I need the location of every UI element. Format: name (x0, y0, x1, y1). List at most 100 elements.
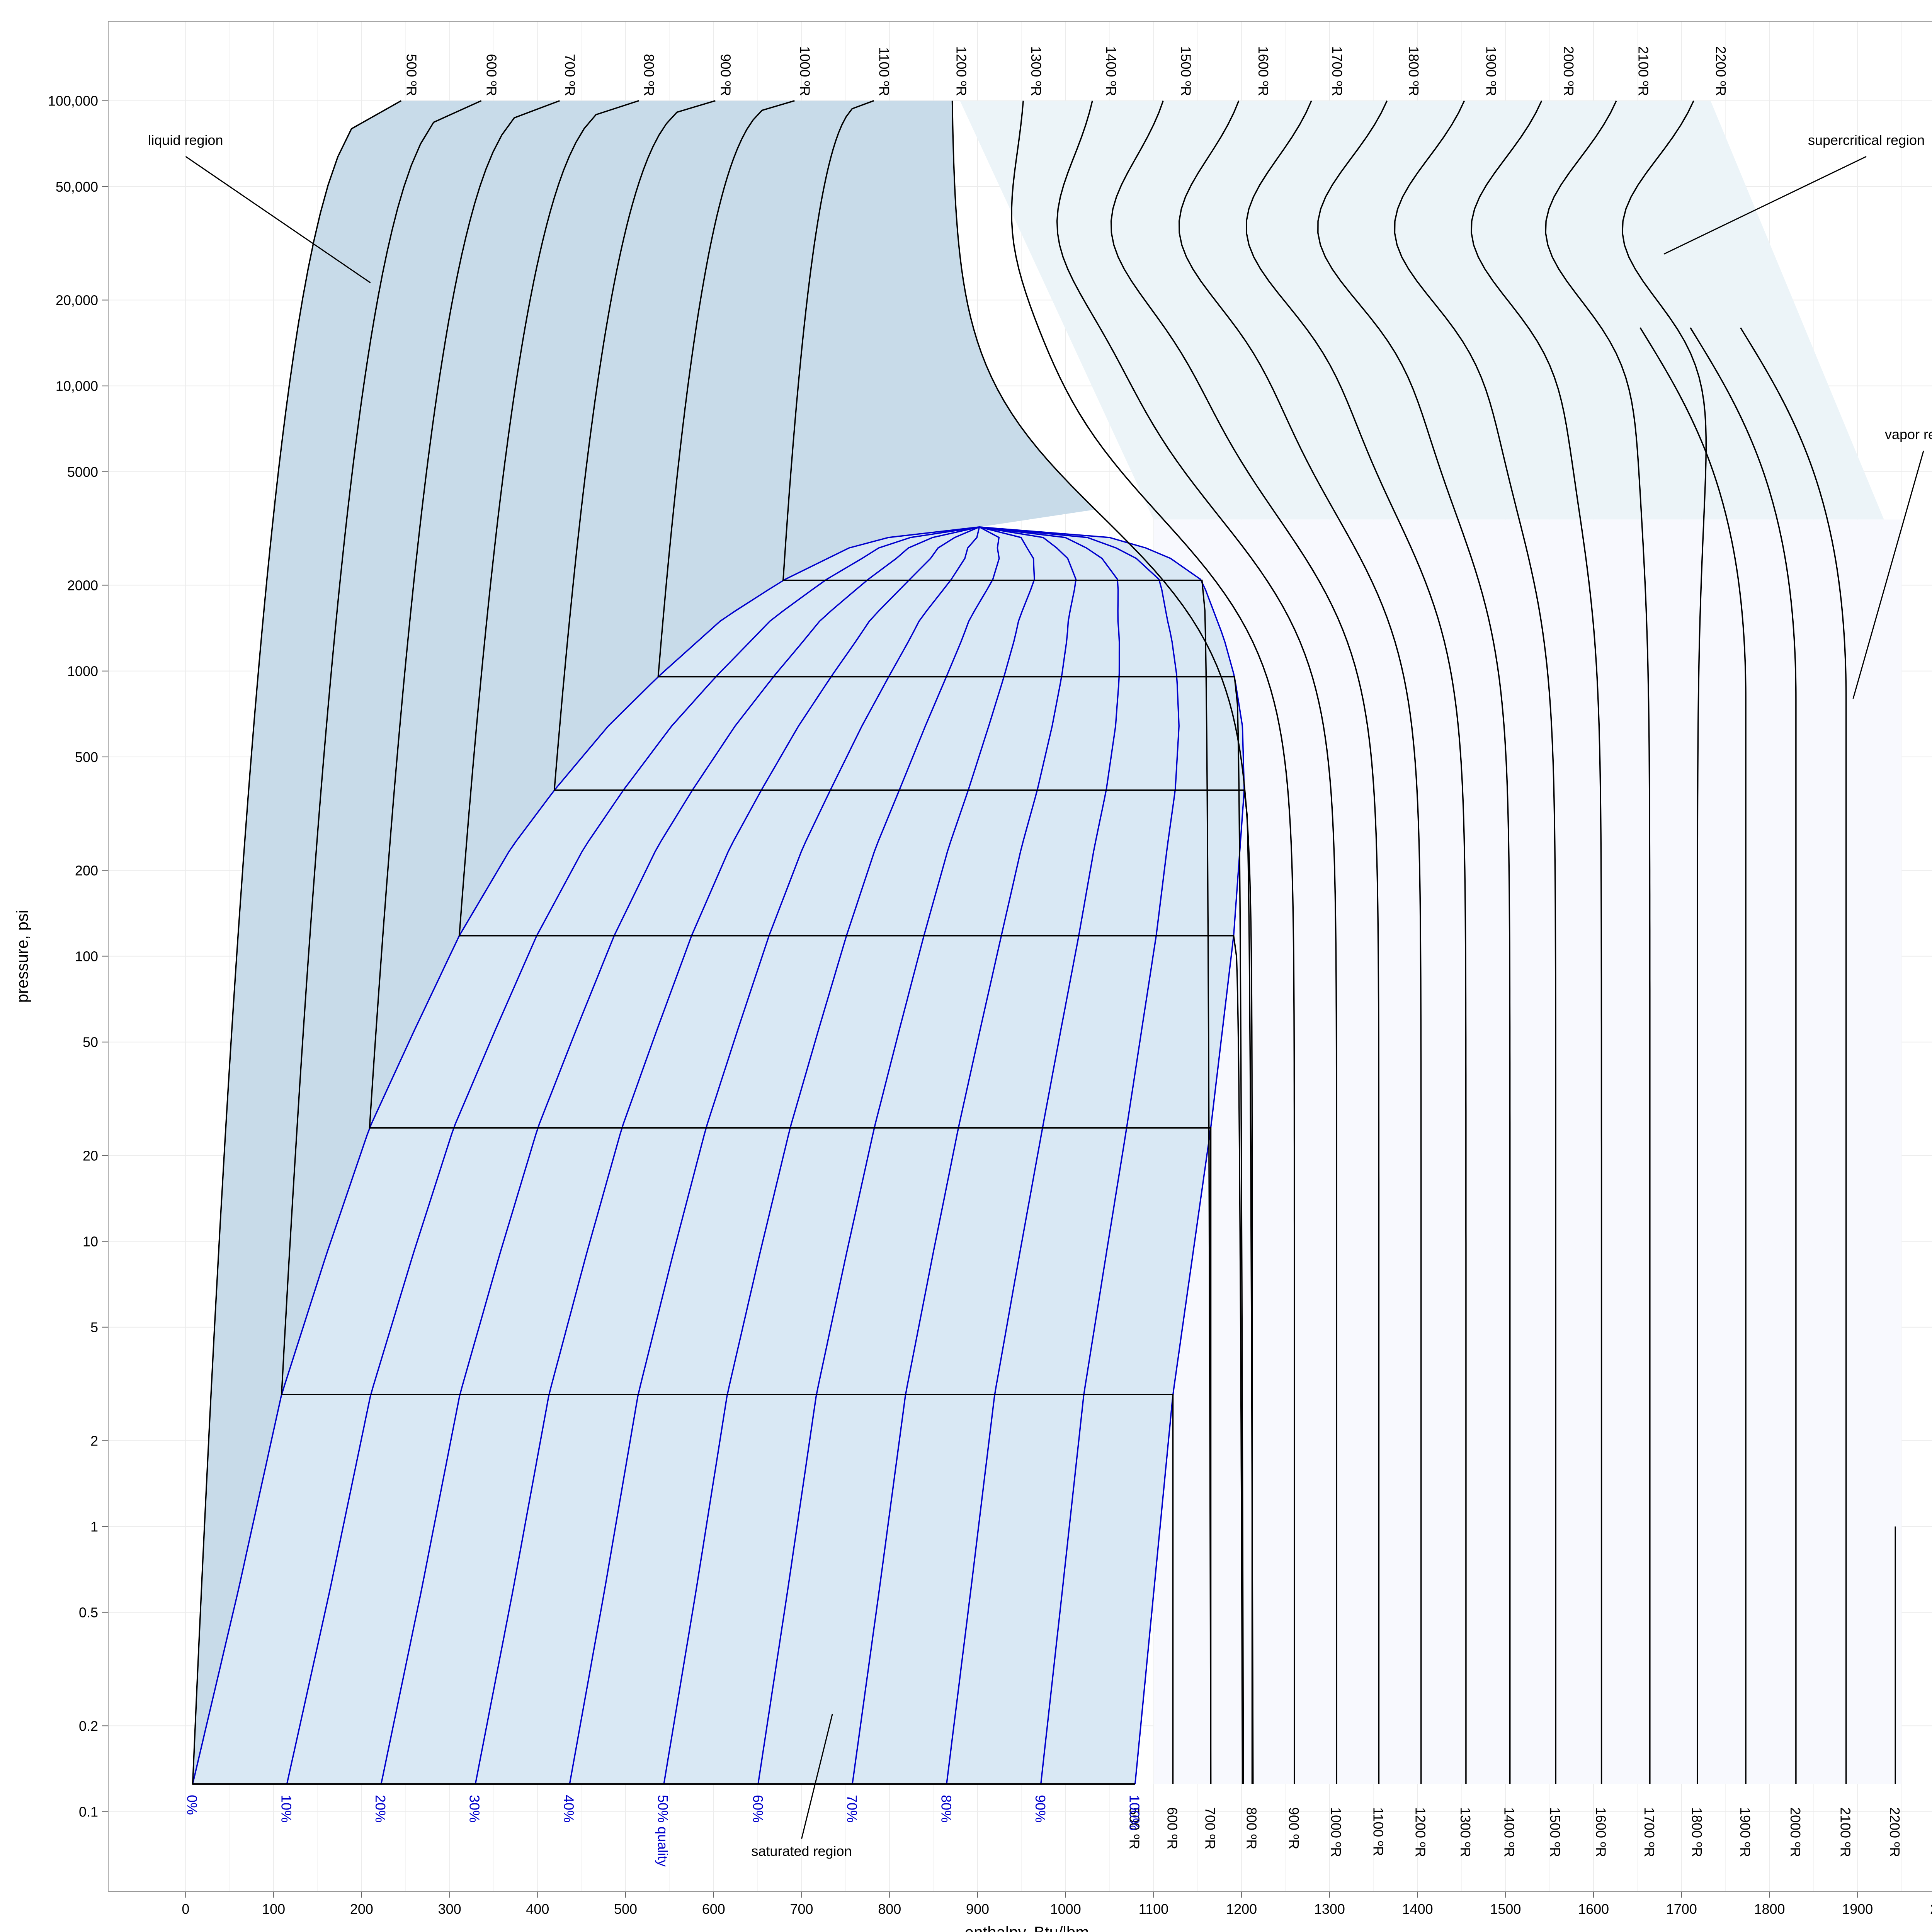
isotherm-top-label: 500 ºR (403, 54, 419, 96)
y-tick-label: 10 (83, 1234, 98, 1250)
x-tick-label: 1100 (1139, 1901, 1168, 1917)
y-tick-label: 1 (90, 1519, 98, 1535)
region-pointer (1663, 156, 1867, 255)
x-tick-label: 2000 (1930, 1901, 1932, 1917)
isotherm-line (1740, 327, 1847, 1784)
x-tick-label: 200 (350, 1901, 373, 1917)
y-tick-label: 20,000 (56, 293, 98, 308)
isotherm-top-label: 1700 ºR (1329, 46, 1345, 96)
isotherm-top-label: 1800 ºR (1406, 46, 1422, 96)
isotherm-line (1394, 100, 1556, 1784)
x-tick-label: 600 (702, 1901, 725, 1917)
y-tick-label: 20 (83, 1148, 98, 1163)
isotherm-line (1471, 100, 1602, 1784)
y-tick-label: 2 (90, 1433, 98, 1449)
x-tick-label: 1900 (1842, 1901, 1873, 1917)
y-tick-label: 50,000 (56, 179, 98, 195)
y-tick-label: 100,000 (48, 93, 98, 109)
isotherm-top-label: 700 ºR (562, 54, 578, 96)
quality-label: 0% (184, 1795, 200, 1815)
isotherm-top-label: 1500 ºR (1178, 46, 1194, 96)
y-tick-label: 0.1 (79, 1804, 98, 1820)
y-tick-label: 0.2 (79, 1718, 98, 1734)
quality-label: 70% (844, 1795, 860, 1823)
isotherm-bottom-label: 1900 ºR (1737, 1807, 1753, 1857)
x-tick-label: 1600 (1578, 1901, 1609, 1917)
y-tick-label: 2000 (67, 577, 98, 593)
quality-line (380, 526, 980, 1784)
isotherm-top-label: 1900 ºR (1483, 46, 1499, 96)
isotherm-line (657, 100, 1244, 1784)
x-tick-label: 1800 (1754, 1901, 1785, 1917)
quality-label: 80% (938, 1795, 954, 1823)
isotherm-line (458, 100, 1243, 1784)
isotherm-top-label: 1200 ºR (954, 46, 969, 96)
isotherm-line (1178, 100, 1422, 1784)
isotherm-bottom-label: 1100 ºR (1370, 1807, 1386, 1856)
isotherm-bottom-label: 1400 ºR (1502, 1807, 1517, 1857)
quality-line (663, 526, 1000, 1784)
region-fills (192, 100, 1902, 1784)
quality-line (979, 526, 1245, 1784)
isotherm-bottom-label: 1500 ºR (1547, 1807, 1563, 1857)
y-axis-title: pressure, psi (13, 910, 31, 1003)
region-pointer (1852, 451, 1924, 699)
isotherm-bottom-label: 1700 ºR (1641, 1807, 1657, 1857)
quality-lines (192, 526, 1245, 1784)
region-pointer (801, 1714, 833, 1839)
axes: 0 100 200 300 400 500 600 700 800 900 1000 1100 1200… (48, 93, 1932, 1917)
liquid-region-fill (192, 100, 1095, 1784)
quality-line (474, 526, 980, 1784)
isotherm-line (1110, 100, 1380, 1784)
y-tick-label: 500 (75, 749, 98, 765)
isotherm-line (192, 100, 1135, 1785)
y-tick-label: 50 (83, 1034, 98, 1050)
quality-line (946, 526, 1120, 1784)
quality-line (569, 527, 980, 1784)
y-tick-label: 5000 (67, 464, 98, 480)
quality-line (979, 526, 1180, 1784)
quality-label: 50% quality (655, 1795, 671, 1867)
quality-label: 30% (467, 1795, 483, 1823)
x-tick-label: 1200 (1226, 1901, 1257, 1917)
x-tick-label: 100 (262, 1901, 285, 1917)
quality-label: 20% (372, 1795, 388, 1823)
quality-line (286, 526, 980, 1784)
isotherm-bottom-label: 1600 ºR (1593, 1807, 1609, 1857)
isotherm-line (1622, 100, 1707, 1784)
x-tick-label: 900 (966, 1901, 989, 1917)
line-labels: 500 ºR 600 ºR 700 ºR 800 ºR 900 ºR 1000 ºR 110… (184, 46, 1903, 1867)
isotherm-top-label: 600 ºR (484, 54, 500, 96)
isotherm-line (782, 100, 1212, 1784)
saturated-region-fill (192, 527, 1244, 1784)
isotherm-top-label: 900 ºR (718, 54, 733, 96)
isotherm-line (1690, 327, 1797, 1784)
quality-label: 40% (561, 1795, 577, 1823)
quality-line (852, 526, 1077, 1784)
isotherm-line (1545, 100, 1651, 1784)
isotherm-bottom-label: 800 ºR (1243, 1807, 1259, 1849)
isotherm-line (1317, 100, 1511, 1784)
isotherm-bottom-label: 2000 ºR (1787, 1807, 1803, 1857)
quality-line (192, 526, 980, 1784)
region-annotations: liquid region supercritical region vapor r… (148, 132, 1932, 1859)
isotherm-top-label: 800 ºR (641, 54, 657, 96)
isotherm-top-label: 1400 ºR (1103, 46, 1119, 96)
region-label: liquid region (148, 132, 223, 148)
isotherm-bottom-label: 1300 ºR (1458, 1807, 1473, 1857)
isotherm-bottom-label: 1200 ºR (1413, 1807, 1429, 1857)
isotherm-bottom-label: 500 ºR (1127, 1807, 1143, 1849)
isotherm-line (1639, 327, 1747, 1784)
y-tick-label: 1000 (67, 663, 98, 679)
region-label: vapor region (1885, 427, 1932, 442)
isotherm-line (1011, 100, 1295, 1784)
isotherm-line (1056, 100, 1337, 1784)
x-tick-label: 1700 (1666, 1901, 1697, 1917)
region-label: saturated region (751, 1843, 852, 1859)
isotherm-line (1246, 100, 1467, 1784)
isotherm-bottom-label: 2200 ºR (1887, 1807, 1903, 1857)
isotherm-bottom-label: 1000 ºR (1328, 1807, 1344, 1857)
vapor-region-fill (1153, 519, 1902, 1784)
quality-label: 100% (1127, 1795, 1143, 1830)
